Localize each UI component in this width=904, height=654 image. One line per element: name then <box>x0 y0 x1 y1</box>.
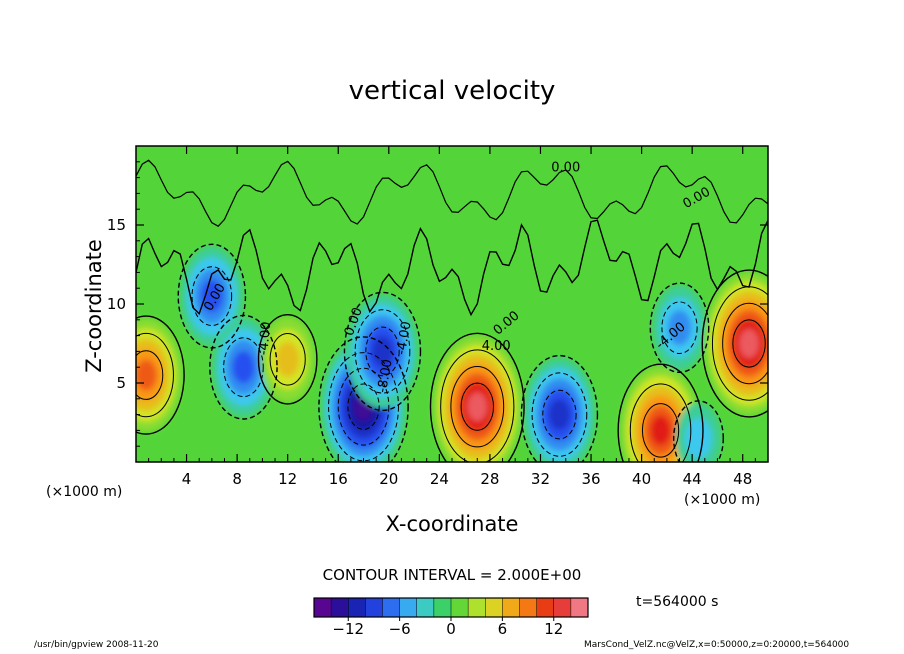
chart-title: vertical velocity <box>348 76 556 106</box>
x-tick-label-40: 40 <box>632 470 652 488</box>
heatmap-field <box>136 146 768 462</box>
contour-feature-2-1 <box>209 314 278 420</box>
y-tick-label-15: 15 <box>106 216 126 234</box>
colorbar-bin-14 <box>553 598 572 617</box>
colorbar-tick-label-0: 0 <box>446 620 456 638</box>
contour-feature-0-3 <box>136 350 164 400</box>
x-axis-label: X-coordinate <box>385 512 519 536</box>
colorbar-bin-5 <box>399 598 418 617</box>
contour-feature-6-4 <box>460 382 494 431</box>
colorbar-bin-7 <box>433 598 452 617</box>
colorbar-bin-2 <box>348 598 366 617</box>
x-tick-label-44: 44 <box>682 470 702 488</box>
heatmap-feature-5-level-5 <box>372 336 393 367</box>
contour-feature-5-3 <box>365 326 400 377</box>
contour-feature-4-2 <box>328 352 399 462</box>
contour-feature-4-1 <box>318 336 409 462</box>
contour-label-5: 4.00 <box>482 339 511 354</box>
x-tick-label-28: 28 <box>480 470 500 488</box>
contour-feature-0-1 <box>136 315 185 435</box>
contour-zero-line-upper <box>136 159 768 227</box>
heatmap-feature-7-level-5 <box>549 399 570 430</box>
heatmap-feature-10-level-3 <box>667 310 692 346</box>
x-tick-label-20: 20 <box>379 470 399 488</box>
contour-feature-10-2 <box>661 301 698 355</box>
contour-feature-8-2 <box>629 383 692 462</box>
heatmap-feature-6-level-7 <box>467 392 488 422</box>
y-tick-label-5: 5 <box>116 374 126 392</box>
contour-feature-3-2 <box>269 333 306 386</box>
contour-feature-6-1 <box>429 332 525 462</box>
colorbar-bin-11 <box>502 598 520 617</box>
contour-interval-label: CONTOUR INTERVAL = 2.000E+00 <box>322 566 582 584</box>
contour-feature-7-2 <box>531 372 588 457</box>
contour-feature-2-2 <box>223 337 264 398</box>
x-unit-label-right: (×1000 m) <box>684 492 761 508</box>
colorbar-tick-label--12: −12 <box>332 620 365 638</box>
contour-feature-6-3 <box>450 366 505 448</box>
colorbar <box>313 597 589 621</box>
colorbar-tick-label--6: −6 <box>388 620 411 638</box>
contour-feature-3-1 <box>257 313 318 405</box>
contour-label-7: -8.00 <box>375 358 396 394</box>
colorbar-bin-3 <box>365 598 383 617</box>
colorbar-bin-1 <box>331 598 349 617</box>
footer-data-source: MarsCond_VelZ.nc@VelZ,x=0:50000,z=0:2000… <box>584 640 850 650</box>
y-tick-label-10: 10 <box>106 295 126 313</box>
contour-feature-4-4 <box>347 383 380 430</box>
contour-label-0: 0.00 <box>551 160 580 175</box>
contour-feature-5-1 <box>343 291 422 412</box>
contour-feature-7-3 <box>542 389 577 440</box>
heatmap-feature-9-level-2 <box>685 418 712 459</box>
colorbar-bin-12 <box>519 598 537 617</box>
x-tick-label-32: 32 <box>530 470 551 488</box>
contour-zero-line <box>136 219 768 317</box>
contour-feature-1-2 <box>191 266 233 327</box>
colorbar-bin-0 <box>314 598 332 617</box>
colorbar-bin-13 <box>536 598 555 617</box>
contour-feature-11-3 <box>722 302 768 385</box>
contour-feature-8-3 <box>641 403 680 458</box>
x-tick-label-24: 24 <box>429 470 449 488</box>
contour-label-8: -4.00 <box>256 321 274 356</box>
colorbar-bin-9 <box>468 598 486 617</box>
x-tick-label-12: 12 <box>278 470 298 488</box>
contour-label-6: -4.00 <box>394 320 415 356</box>
x-tick-label-16: 16 <box>328 470 348 488</box>
contour-lines <box>136 159 768 462</box>
contour-feature-10-1 <box>649 282 710 374</box>
x-unit-label-left: (×1000 m) <box>46 484 123 500</box>
contour-feature-6-2 <box>440 349 515 462</box>
heatmap-feature-3-level-3 <box>275 341 300 377</box>
colorbar-bin-8 <box>451 598 469 617</box>
footer-program-date: /usr/bin/gpview 2008-11-20 <box>34 640 159 650</box>
heatmap-feature-11-level-7 <box>739 329 759 358</box>
colorbar-bin-4 <box>382 598 400 617</box>
colorbar-bin-15 <box>570 598 589 617</box>
colorbar-tick-label-6: 6 <box>497 620 508 638</box>
x-tick-label-48: 48 <box>733 470 753 488</box>
contour-feature-4-3 <box>337 367 390 446</box>
axes <box>136 146 768 462</box>
heatmap-feature-1-level-4 <box>200 279 223 313</box>
contour-feature-9-1 <box>672 400 724 462</box>
contour-feature-8-1 <box>617 363 704 462</box>
x-tick-label-8: 8 <box>232 470 242 488</box>
colorbar-bin-6 <box>416 598 435 617</box>
contour-feature-11-1 <box>701 269 768 418</box>
x-tick-label-36: 36 <box>581 470 601 488</box>
contour-feature-0-2 <box>136 332 174 418</box>
colorbar-tick-label-12: 12 <box>544 620 564 638</box>
contour-feature-7-1 <box>520 354 599 462</box>
colorbar-bin-10 <box>485 598 503 617</box>
x-tick-label-4: 4 <box>181 470 192 488</box>
contour-feature-5-2 <box>354 309 411 394</box>
contour-feature-11-4 <box>732 319 766 368</box>
heatmap-feature-0-level-5 <box>136 359 157 391</box>
time-label: t=564000 s <box>636 594 719 610</box>
heatmap-feature-2-level-4 <box>232 351 255 384</box>
heatmap-feature-8-level-6 <box>650 415 671 446</box>
